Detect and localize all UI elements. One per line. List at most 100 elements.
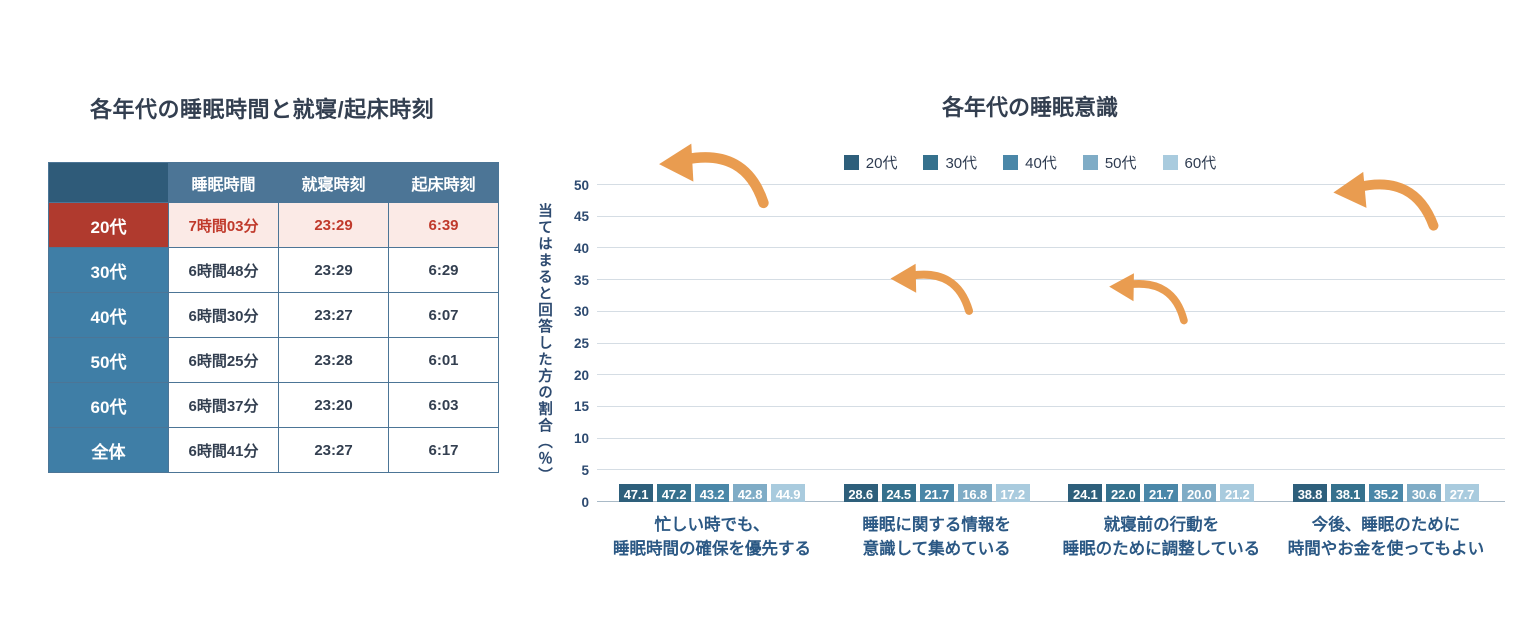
category-label-line: 睡眠時間の確保を優先する	[613, 539, 811, 558]
table-row-40s: 40代 6時間30分 23:27 6:07	[48, 292, 499, 338]
bar-value-label: 47.2	[661, 487, 687, 502]
bar-60代: 44.9	[771, 484, 805, 502]
cell-bedtime: 23:27	[278, 292, 389, 338]
bar-value-label: 44.9	[775, 487, 801, 502]
bar-20代: 24.1	[1068, 484, 1103, 502]
corner-cell	[48, 162, 169, 203]
cell-wake: 6:39	[388, 202, 499, 248]
col-header-sleep: 睡眠時間	[168, 162, 279, 203]
bar-50代: 20.0	[1182, 484, 1217, 502]
row-label: 40代	[48, 292, 169, 338]
category-label-line: 睡眠のために調整している	[1062, 539, 1261, 558]
category-label: 睡眠に関する情報を 意識して集めている	[844, 514, 1030, 562]
bar-50代: 30.6	[1406, 484, 1441, 502]
cell-bedtime: 23:29	[278, 247, 389, 293]
bar-30代: 22.0	[1106, 484, 1141, 502]
cell-bedtime: 23:29	[278, 202, 389, 248]
category-label-line: 就寝前の行動を	[1103, 516, 1220, 534]
y-tick-label: 35	[573, 272, 589, 288]
row-label: 60代	[48, 382, 169, 428]
category-label-line: 忙しい時でも、	[654, 516, 770, 534]
chart-legend: 20代 30代 40代 50代 60代	[530, 152, 1530, 172]
y-tick-label: 5	[581, 462, 589, 478]
category-label-line: 睡眠に関する情報を	[862, 516, 1011, 534]
table-title: 各年代の睡眠時間と就寝/起床時刻	[90, 97, 435, 122]
legend-item: 40代	[1003, 152, 1057, 173]
cell-sleep: 6時間30分	[168, 292, 279, 338]
legend-swatch	[1162, 154, 1178, 170]
gridline	[597, 437, 1505, 439]
table-row-50s: 50代 6時間25分 23:28 6:01	[48, 337, 499, 383]
legend-item: 50代	[1082, 152, 1137, 173]
cell-sleep: 6時間25分	[168, 337, 279, 383]
legend-swatch	[923, 154, 939, 170]
bar-40代: 35.2	[1368, 484, 1403, 502]
y-tick-label: 30	[573, 304, 589, 320]
legend-swatch	[843, 154, 859, 170]
cell-bedtime: 23:27	[278, 427, 389, 473]
table-row-60s: 60代 6時間37分 23:20 6:03	[48, 382, 499, 428]
bar-60代: 21.2	[1220, 484, 1255, 502]
category-label: 忙しい時でも、睡眠時間の確保を優先する	[613, 514, 811, 562]
cell-sleep: 6時間41分	[168, 427, 279, 473]
bar-value-label: 30.6	[1411, 487, 1437, 502]
legend-swatch	[1003, 154, 1019, 170]
bar-group: 28.6 24.5 21.7 16.8 17.2	[843, 484, 1030, 502]
table-row-30s: 30代 6時間48分 23:29 6:29	[48, 247, 499, 293]
bar-value-label: 35.2	[1373, 487, 1399, 502]
bar-30代: 47.2	[657, 484, 691, 502]
bar-20代: 47.1	[619, 484, 653, 502]
cell-wake: 6:07	[388, 292, 499, 338]
bar-50代: 42.8	[733, 484, 767, 502]
cell-bedtime: 23:20	[278, 382, 389, 428]
chart-title: 各年代の睡眠意識	[941, 95, 1118, 120]
bar-60代: 27.7	[1444, 484, 1479, 502]
bar-20代: 38.8	[1292, 484, 1327, 502]
category-label: 就寝前の行動を睡眠のために調整している	[1063, 514, 1261, 562]
bar-group: 24.1 22.0 21.7 20.0 21.2	[1068, 484, 1255, 502]
legend-label: 40代	[1025, 154, 1057, 172]
gridline	[597, 279, 1505, 281]
y-tick-label: 20	[573, 367, 589, 383]
row-label: 50代	[48, 337, 169, 383]
chart-section: 各年代の睡眠意識 20代 30代 40代 50代 60代 当てはまると回答した方の割合（…	[530, 90, 1530, 562]
row-label: 20代	[48, 202, 169, 248]
cell-wake: 6:29	[388, 247, 499, 293]
legend-label: 50代	[1104, 154, 1137, 172]
gridline	[597, 310, 1505, 312]
row-label: 全体	[48, 427, 169, 473]
bar-value-label: 16.8	[962, 487, 987, 502]
gridline	[597, 374, 1505, 376]
cell-sleep: 6時間48分	[168, 247, 279, 293]
row-label: 30代	[48, 247, 169, 293]
y-tick-label: 15	[573, 399, 589, 415]
cell-sleep: 6時間37分	[168, 382, 279, 428]
gridline	[597, 501, 1505, 502]
bar-value-label: 22.0	[1111, 487, 1136, 502]
gridline	[597, 215, 1505, 217]
y-tick-label: 25	[573, 335, 589, 351]
trend-arrow-icon	[1083, 268, 1209, 328]
bar-value-label: 20.0	[1187, 487, 1212, 502]
trend-arrow-icon	[1318, 158, 1447, 246]
bar-value-label: 24.5	[886, 487, 911, 502]
bar-40代: 43.2	[695, 484, 729, 502]
trend-arrow-icon	[872, 256, 986, 322]
legend-swatch	[1082, 154, 1098, 170]
legend-label: 60代	[1184, 154, 1217, 172]
bar-20代: 28.6	[843, 484, 878, 502]
col-header-bedtime: 就寝時刻	[278, 162, 389, 203]
category-label-line: 時間やお金を使ってもよい	[1287, 539, 1485, 558]
y-axis-label: 当てはまると回答した方の割合（％）	[536, 203, 552, 484]
bar-value-label: 38.8	[1297, 487, 1323, 502]
x-axis-labels: 忙しい時でも、 睡眠時間の確保を優先する 睡眠に関する情報を 意識して集めている 就寝前…	[597, 514, 1505, 562]
legend-item: 60代	[1162, 152, 1217, 173]
legend-label: 30代	[945, 154, 978, 172]
legend-label: 20代	[865, 154, 898, 172]
cell-wake: 6:03	[388, 382, 499, 428]
y-tick-label: 40	[573, 240, 589, 256]
y-tick-label: 50	[573, 177, 589, 193]
bar-30代: 38.1	[1330, 484, 1365, 502]
table-row-overall: 全体 6時間41分 23:27 6:17	[48, 427, 499, 473]
gridline	[597, 469, 1505, 471]
